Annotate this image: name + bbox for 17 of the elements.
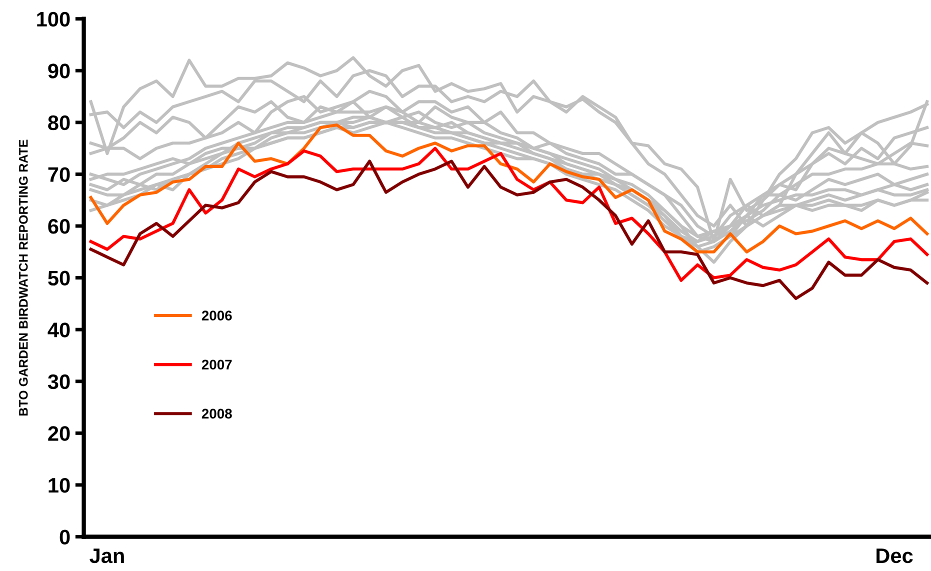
legend-label: 2007 bbox=[202, 360, 232, 370]
y-tick-label: 20 bbox=[48, 426, 70, 441]
x-tick-label: Jan bbox=[90, 548, 124, 564]
y-tick-label: 40 bbox=[48, 322, 70, 338]
y-tick-label: 80 bbox=[48, 115, 70, 130]
y-tick-label: 60 bbox=[48, 219, 70, 234]
y-tick-label: 30 bbox=[48, 374, 70, 390]
legend-label: 2008 bbox=[202, 408, 232, 419]
y-tick-label: 50 bbox=[48, 270, 70, 286]
y-tick-label: 70 bbox=[48, 167, 70, 182]
x-tick-label: Dec bbox=[876, 548, 913, 564]
y-tick-label: 100 bbox=[37, 12, 70, 27]
y-axis-title: BTO GARDEN BIRDWATCH REPORTING RATE bbox=[18, 140, 28, 416]
y-tick-label: 90 bbox=[48, 64, 70, 78]
legend-label: 2006 bbox=[202, 310, 232, 321]
y-tick-label: 0 bbox=[60, 530, 70, 544]
y-tick-label: 10 bbox=[48, 478, 70, 493]
